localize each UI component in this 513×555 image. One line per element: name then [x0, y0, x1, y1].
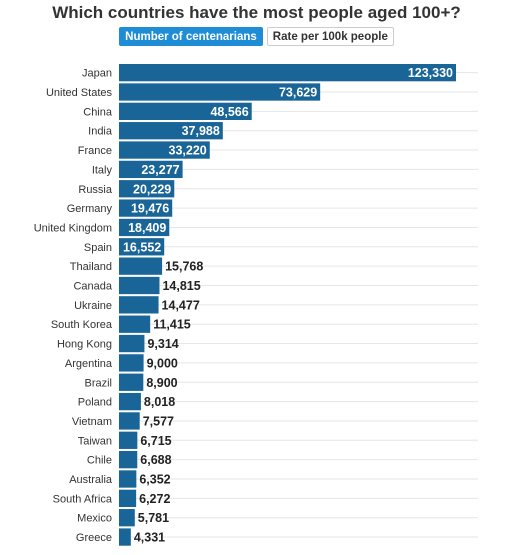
- category-label: China: [83, 106, 113, 118]
- category-label: Vietnam: [72, 416, 112, 428]
- bar[interactable]: [119, 412, 140, 430]
- category-label: Taiwan: [78, 435, 112, 447]
- bar[interactable]: [119, 102, 252, 120]
- bar[interactable]: [119, 509, 135, 527]
- bar[interactable]: [119, 296, 159, 314]
- category-label: South Africa: [53, 493, 113, 505]
- chart-title: Which countries have the most people age…: [52, 3, 461, 22]
- value-label: 18,409: [128, 221, 166, 235]
- category-label: Chile: [87, 455, 112, 467]
- category-label: Thailand: [70, 261, 112, 273]
- bar[interactable]: [119, 64, 456, 82]
- value-label: 6,715: [140, 434, 171, 448]
- category-label: France: [78, 145, 112, 157]
- value-label: 9,000: [147, 356, 178, 370]
- bar[interactable]: [119, 180, 175, 198]
- category-label: Russia: [78, 184, 113, 196]
- tab-rate-per-100k[interactable]: Rate per 100k people: [266, 27, 394, 46]
- bar[interactable]: [119, 218, 170, 237]
- value-label: 4,331: [134, 531, 165, 545]
- value-label: 11,415: [153, 318, 191, 332]
- value-label: 6,688: [140, 453, 171, 467]
- value-label: 19,476: [131, 202, 169, 216]
- category-label: Germany: [67, 203, 113, 215]
- value-label: 14,815: [162, 279, 200, 293]
- category-label: India: [88, 126, 113, 138]
- value-label: 123,330: [408, 66, 453, 80]
- bar[interactable]: [119, 160, 183, 179]
- category-label: South Korea: [51, 319, 113, 331]
- value-label: 6,352: [139, 473, 170, 487]
- bar[interactable]: [119, 334, 145, 353]
- value-label: 6,272: [139, 492, 170, 506]
- bar[interactable]: [119, 141, 210, 159]
- bar[interactable]: [119, 489, 137, 507]
- value-label: 8,018: [144, 395, 175, 409]
- bar[interactable]: [119, 276, 160, 295]
- value-label: 48,566: [210, 105, 248, 119]
- value-label: 5,781: [138, 511, 169, 525]
- category-label: Spain: [84, 242, 112, 254]
- value-label: 7,577: [143, 414, 174, 428]
- bar[interactable]: [119, 451, 138, 469]
- category-label: Italy: [92, 164, 113, 176]
- category-label: Greece: [76, 532, 112, 544]
- category-label: Australia: [69, 474, 113, 486]
- category-label: Poland: [78, 397, 112, 409]
- bar[interactable]: [119, 431, 138, 449]
- value-label: 33,220: [169, 144, 207, 158]
- bar[interactable]: [119, 470, 137, 488]
- category-label: Argentina: [65, 358, 113, 370]
- bar[interactable]: [119, 122, 223, 140]
- value-label: 8,900: [146, 376, 177, 390]
- value-label: 16,552: [123, 240, 161, 254]
- bar[interactable]: [119, 528, 131, 546]
- tab-number-of-centenarians[interactable]: Number of centenarians: [119, 27, 263, 46]
- value-label: 20,229: [133, 182, 171, 196]
- bar[interactable]: [119, 199, 173, 217]
- metric-toggle: Number of centenarians Rate per 100k peo…: [0, 27, 513, 46]
- value-label: 9,314: [147, 337, 178, 351]
- category-label: Hong Kong: [57, 339, 112, 351]
- value-label: 14,477: [162, 298, 200, 312]
- bar[interactable]: [119, 83, 321, 101]
- category-label: Mexico: [77, 513, 112, 525]
- bar[interactable]: [119, 315, 151, 333]
- category-label: United Kingdom: [34, 222, 112, 234]
- bar[interactable]: [119, 373, 144, 391]
- bar[interactable]: [119, 392, 141, 411]
- category-label: Ukraine: [74, 300, 112, 312]
- value-label: 37,988: [182, 124, 220, 138]
- value-label: 23,277: [141, 163, 179, 177]
- category-label: Canada: [73, 281, 112, 293]
- bar[interactable]: [119, 238, 165, 256]
- value-label: 73,629: [279, 86, 317, 100]
- value-label: 15,768: [165, 260, 203, 274]
- category-label: Japan: [82, 68, 112, 80]
- category-label: Brazil: [84, 377, 112, 389]
- bar[interactable]: [119, 354, 144, 372]
- category-label: United States: [46, 87, 113, 99]
- bar[interactable]: [119, 257, 163, 275]
